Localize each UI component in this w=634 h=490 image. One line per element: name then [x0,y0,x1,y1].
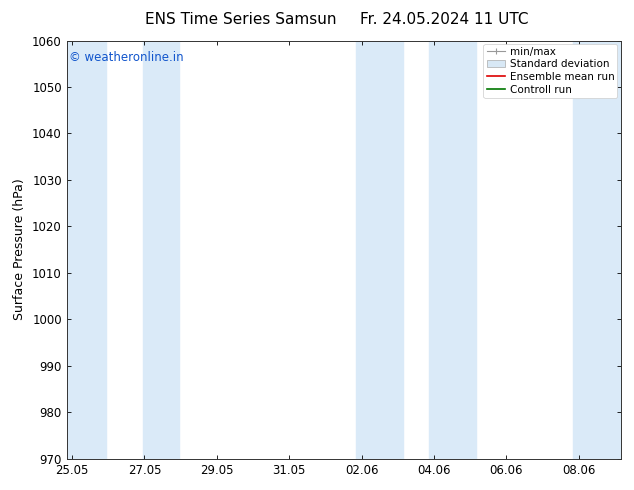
Y-axis label: Surface Pressure (hPa): Surface Pressure (hPa) [13,179,27,320]
Bar [573,41,621,459]
Text: ENS Time Series Samsun: ENS Time Series Samsun [145,12,337,27]
Bar [429,41,476,459]
Bar [356,41,403,459]
Bar [67,41,107,459]
Text: Fr. 24.05.2024 11 UTC: Fr. 24.05.2024 11 UTC [359,12,528,27]
Bar [143,41,179,459]
Legend: min/max, Standard deviation, Ensemble mean run, Controll run: min/max, Standard deviation, Ensemble me… [484,44,618,98]
Text: © weatheronline.in: © weatheronline.in [70,51,184,64]
